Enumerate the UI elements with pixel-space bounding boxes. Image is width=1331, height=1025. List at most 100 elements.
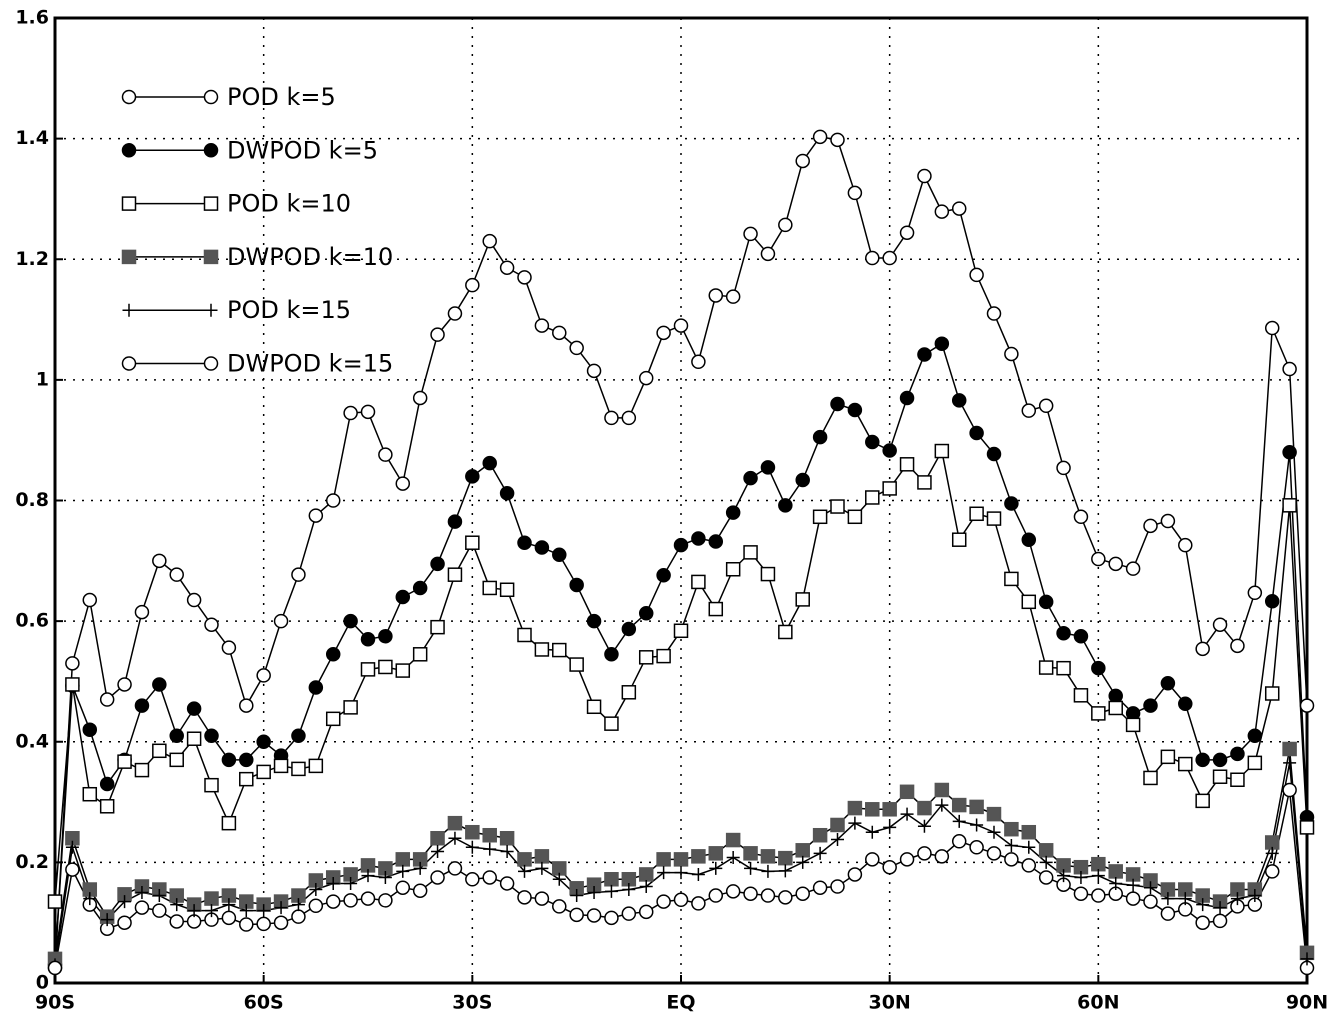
data-point (1004, 571, 1019, 587)
data-point (343, 893, 358, 908)
data-point (1091, 551, 1106, 567)
data-point (82, 722, 98, 737)
x-tick-label: 30S (452, 992, 492, 1014)
data-point (899, 852, 915, 867)
data-point (187, 904, 201, 918)
data-point (934, 336, 950, 351)
data-point (1108, 864, 1123, 879)
data-point (152, 553, 167, 569)
data-point (569, 907, 584, 923)
data-point (812, 827, 828, 843)
data-point (1160, 906, 1176, 921)
data-point (934, 849, 950, 864)
data-point (465, 840, 479, 854)
data-point (499, 876, 515, 891)
data-point (517, 890, 532, 905)
data-point (638, 904, 654, 920)
data-point (343, 405, 358, 421)
data-point (830, 396, 845, 412)
data-point (986, 306, 1002, 321)
data-point (517, 627, 532, 643)
data-point (65, 840, 79, 854)
data-point (934, 204, 950, 219)
data-point (604, 872, 619, 887)
data-point (778, 890, 793, 905)
data-point (691, 574, 706, 590)
data-point (517, 852, 532, 867)
data-point (1161, 892, 1175, 906)
data-point (917, 347, 932, 362)
data-point (586, 699, 602, 715)
legend-marker (203, 249, 219, 265)
data-point (1108, 700, 1123, 716)
data-point (969, 267, 984, 283)
data-point (378, 659, 393, 675)
data-point (1299, 820, 1315, 835)
data-point (865, 802, 880, 817)
data-point (308, 508, 324, 523)
data-point (951, 201, 967, 216)
data-point (691, 867, 705, 881)
data-point (638, 867, 654, 882)
data-point (795, 886, 810, 901)
data-point (186, 592, 202, 608)
data-point (1073, 509, 1089, 525)
data-point (169, 914, 184, 929)
data-point (360, 631, 376, 647)
y-tick-label: 0.2 (15, 851, 49, 873)
data-point (534, 642, 550, 657)
data-point (917, 168, 932, 184)
data-point (951, 532, 967, 547)
data-point (152, 889, 166, 903)
data-point (222, 898, 236, 912)
data-point (99, 692, 115, 707)
data-point (205, 904, 218, 918)
data-point (395, 589, 411, 605)
data-point (291, 728, 306, 743)
data-point (604, 910, 619, 926)
data-point (708, 288, 724, 303)
data-point (1144, 881, 1157, 895)
data-point (482, 455, 497, 471)
data-point (570, 889, 584, 903)
data-point (344, 876, 358, 890)
data-point (1195, 793, 1210, 809)
data-point (465, 469, 480, 484)
legend-marker (122, 303, 136, 317)
data-point (483, 842, 497, 856)
data-point (256, 734, 271, 749)
y-tick-label: 1.4 (15, 127, 49, 149)
data-point (656, 894, 671, 909)
data-point (882, 443, 897, 458)
data-point (499, 582, 515, 598)
y-tick-label: 0.8 (15, 489, 49, 511)
data-point (847, 509, 863, 525)
data-point (569, 577, 584, 593)
data-point (986, 806, 1002, 822)
data-point (1073, 688, 1089, 703)
data-point (395, 880, 411, 895)
data-point (778, 217, 793, 233)
data-point (673, 537, 689, 553)
y-tick-label: 1.2 (15, 248, 49, 270)
data-point (343, 613, 358, 629)
data-point (760, 849, 776, 864)
data-point (430, 327, 445, 342)
y-tick-label: 0.4 (15, 730, 49, 752)
data-point (934, 782, 950, 798)
data-point (1126, 878, 1140, 892)
data-point (882, 859, 897, 875)
data-point (465, 277, 480, 293)
data-point (1057, 869, 1071, 883)
data-point (951, 797, 967, 813)
data-point (743, 470, 758, 486)
legend-label: DWPOD k=15 (227, 350, 393, 378)
data-point (117, 677, 132, 692)
data-point (847, 800, 863, 816)
data-point (82, 786, 98, 802)
data-point (1004, 852, 1019, 867)
data-point (204, 617, 219, 632)
x-tick-label: 90S (35, 992, 75, 1014)
data-point (186, 701, 202, 716)
